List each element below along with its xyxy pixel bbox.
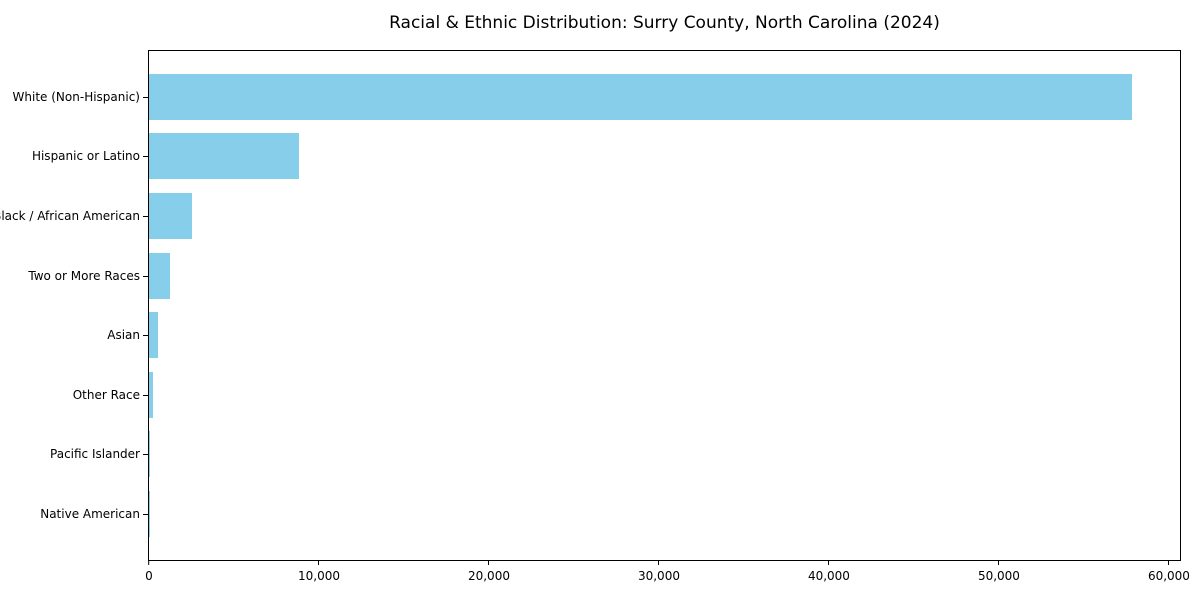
x-tick-10000: 10,000 — [298, 560, 340, 583]
bar-5 — [149, 312, 159, 359]
x-tick-30000: 30,000 — [638, 560, 680, 583]
x-tick-label: 40,000 — [807, 569, 850, 583]
x-tick-label: 30,000 — [637, 569, 680, 583]
bar-row-6: Other Race — [73, 365, 1180, 425]
x-tick-mark — [488, 560, 490, 565]
x-tick-40000: 40,000 — [808, 560, 850, 583]
bar-row-5: Asian — [107, 305, 1180, 365]
y-tick-mark — [143, 394, 148, 396]
y-tick-mark — [143, 335, 148, 337]
y-tick-label: Pacific Islander — [50, 447, 140, 462]
x-tick-20000: 20,000 — [468, 560, 510, 583]
bar-4 — [149, 252, 171, 299]
bar-1 — [149, 73, 1132, 120]
bar-row-2: Hispanic or Latino — [32, 127, 1180, 187]
bar-rows: White (Non-Hispanic) Hispanic or Latino Bl… — [0, 51, 1180, 560]
y-tick-mark — [143, 156, 148, 158]
y-tick-label: Two or More Races — [28, 268, 140, 283]
y-tick-label: White (Non-Hispanic) — [12, 89, 140, 104]
y-tick-mark — [143, 275, 148, 277]
y-tick-label: Black / African American — [0, 208, 140, 223]
x-tick-label: 20,000 — [467, 569, 510, 583]
x-tick-label: 60,000 — [1147, 569, 1190, 583]
y-tick-mark — [143, 215, 148, 217]
plot-area: White (Non-Hispanic) Hispanic or Latino Bl… — [0, 50, 1190, 583]
bar-6 — [149, 371, 153, 418]
y-tick-label: Native American — [40, 506, 140, 521]
y-tick-mark — [143, 454, 148, 456]
bar-row-1: White (Non-Hispanic) — [13, 67, 1180, 127]
x-tick-mark — [828, 560, 830, 565]
chart-title: Racial & Ethnic Distribution: Surry Coun… — [389, 13, 940, 33]
y-tick-label: Asian — [107, 328, 140, 343]
y-tick-label: Other Race — [72, 387, 140, 402]
y-tick-mark — [143, 513, 148, 515]
bar-row-4: Two or More Races — [28, 246, 1180, 306]
bar-3 — [149, 192, 193, 239]
x-tick-mark — [148, 560, 150, 565]
x-axis-ticks: 0 10,000 20,000 30,000 40,000 50,000 60,000 — [145, 560, 1190, 590]
x-tick-mark — [998, 560, 1000, 565]
x-tick-50000: 50,000 — [978, 560, 1020, 583]
bar-7 — [149, 431, 150, 478]
y-tick-label: Hispanic or Latino — [31, 149, 140, 164]
bar-row-7: Pacific Islander — [50, 425, 1180, 485]
x-tick-mark — [658, 560, 660, 565]
x-tick-60000: 60,000 — [1148, 560, 1190, 583]
x-tick-0: 0 — [145, 560, 153, 583]
x-tick-mark — [318, 560, 320, 565]
x-tick-label: 10,000 — [297, 569, 340, 583]
bar-2 — [149, 133, 300, 180]
bar-row-3: Black / African American — [0, 186, 1180, 246]
y-tick-mark — [143, 96, 148, 98]
bar-row-8: Native American — [40, 484, 1180, 544]
bar-8 — [149, 490, 150, 537]
x-tick-mark — [1168, 560, 1170, 565]
x-tick-label: 0 — [145, 569, 153, 583]
x-tick-label: 50,000 — [977, 569, 1020, 583]
